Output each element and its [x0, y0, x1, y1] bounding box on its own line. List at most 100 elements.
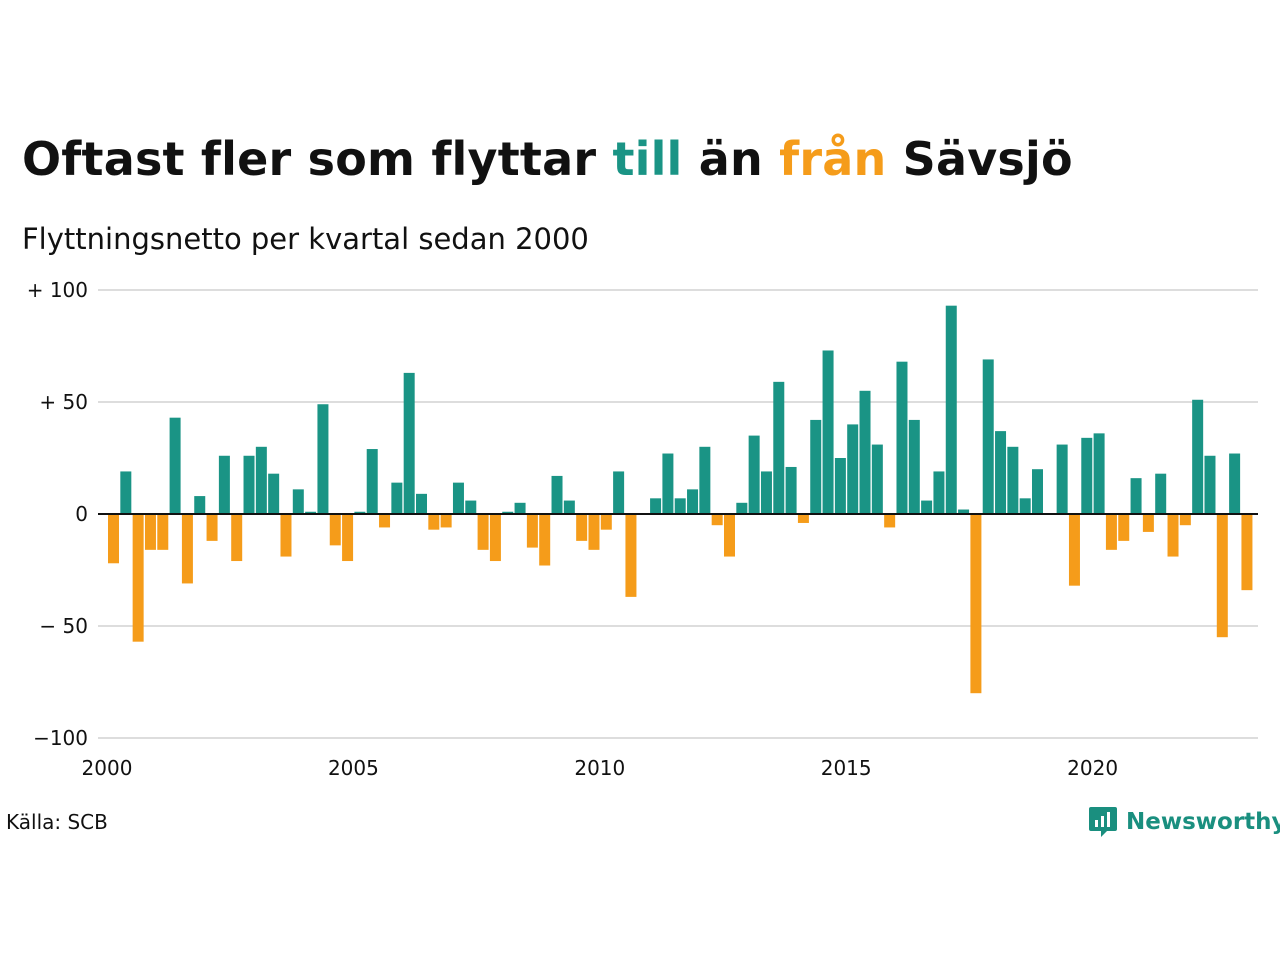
newsworthy-logo: Newsworthy [1088, 804, 1280, 840]
bar [169, 417, 181, 514]
bar [1130, 478, 1142, 514]
bar [563, 500, 575, 514]
bar [687, 489, 699, 514]
bar [736, 502, 748, 514]
x-tick-label: 2005 [328, 756, 379, 780]
bar [1155, 473, 1167, 514]
bar [120, 471, 132, 514]
bar [896, 361, 908, 514]
bar [280, 514, 292, 557]
bar [588, 514, 600, 550]
bar [871, 444, 883, 514]
x-axis-ticks: 2000 2005 2010 2015 2020 [82, 756, 1119, 780]
x-tick-label: 2020 [1067, 756, 1118, 780]
y-tick-label: 0 [75, 502, 88, 526]
bar [1068, 514, 1080, 586]
bar [1179, 514, 1191, 526]
bar [391, 482, 403, 514]
bar [613, 471, 625, 514]
bar [1093, 433, 1105, 514]
bar [1142, 514, 1154, 532]
bar [822, 350, 834, 514]
bar [329, 514, 341, 546]
bar [1056, 444, 1068, 514]
brand-name: Newsworthy [1126, 809, 1280, 835]
bar [933, 471, 945, 514]
bar [526, 514, 538, 548]
bar [1118, 514, 1130, 541]
bar [551, 475, 563, 514]
bar [489, 514, 501, 562]
source-note: Källa: SCB [6, 810, 108, 834]
chart-subtitle: Flyttningsnetto per kvartal sedan 2000 [22, 222, 589, 256]
bar [305, 511, 317, 514]
bar [502, 511, 514, 514]
bar [268, 473, 280, 514]
bar [452, 482, 464, 514]
bar [945, 305, 957, 514]
bar [797, 514, 809, 523]
newsworthy-chat-icon [1089, 807, 1117, 837]
bar [231, 514, 243, 562]
title-word-fran: från [779, 132, 887, 186]
bar [157, 514, 169, 550]
bar [625, 514, 637, 597]
bar [1204, 455, 1216, 514]
bar [699, 446, 711, 514]
bar [514, 502, 526, 514]
bar [144, 514, 156, 550]
bar [206, 514, 218, 541]
bar [218, 455, 230, 514]
bar [674, 498, 686, 514]
bar [773, 381, 785, 514]
bar [354, 511, 366, 514]
bar [342, 514, 354, 562]
bar [908, 419, 920, 514]
y-tick-label: − 50 [39, 614, 88, 638]
title-part-3: Sävsjö [886, 132, 1073, 186]
bar [970, 514, 982, 694]
bar [847, 424, 859, 514]
bar [810, 419, 822, 514]
bar [539, 514, 551, 566]
bar [243, 455, 255, 514]
bar [785, 466, 797, 514]
x-tick-label: 2015 [821, 756, 872, 780]
bar [317, 404, 329, 514]
bar [711, 514, 723, 526]
chart-title: Oftast fler som flyttar till än från Säv… [22, 132, 1073, 186]
y-axis-ticks: + 100 + 50 0 − 50 −100 [27, 278, 88, 750]
bar [1241, 514, 1253, 591]
bar [1105, 514, 1117, 550]
x-tick-label: 2000 [82, 756, 133, 780]
title-part-2: än [682, 132, 780, 186]
bar [440, 514, 452, 528]
bar [1007, 446, 1019, 514]
bar [1032, 469, 1043, 514]
bar [650, 498, 662, 514]
bar [982, 359, 994, 514]
gridlines [98, 289, 1258, 739]
title-word-till: till [612, 132, 683, 186]
bar [834, 458, 846, 514]
bar [1229, 453, 1241, 514]
bar [1019, 498, 1031, 514]
bar [1192, 399, 1204, 514]
bar [1081, 437, 1093, 514]
bar [600, 514, 612, 530]
bar [194, 496, 206, 514]
y-tick-label: + 100 [27, 278, 88, 302]
bar [662, 453, 674, 514]
bar [576, 514, 588, 541]
bar [748, 435, 760, 514]
title-part-1: Oftast fler som flyttar [22, 132, 613, 186]
bar-chart: + 100 + 50 0 − 50 −100 2000 2005 2010 2015 2020 [27, 278, 1258, 780]
bar [366, 449, 378, 514]
bar [958, 509, 970, 514]
bar [255, 446, 267, 514]
bar [884, 514, 896, 528]
bar [859, 390, 871, 514]
y-tick-label: + 50 [39, 390, 88, 414]
bar [477, 514, 489, 550]
bar [724, 514, 735, 557]
